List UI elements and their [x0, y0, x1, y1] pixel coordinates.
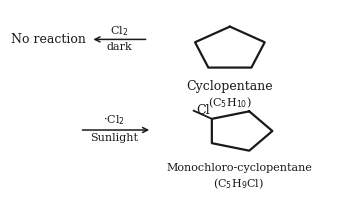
Text: (C$_5$H$_9$Cl): (C$_5$H$_9$Cl): [214, 176, 264, 190]
Text: Cl$_2$: Cl$_2$: [110, 25, 129, 38]
Text: Cl: Cl: [197, 104, 210, 117]
Text: Monochloro-cyclopentane: Monochloro-cyclopentane: [166, 164, 312, 173]
Text: No reaction: No reaction: [11, 33, 86, 46]
Text: dark: dark: [106, 42, 132, 52]
Text: Cyclopentane: Cyclopentane: [186, 80, 273, 93]
Text: (C$_5$H$_{10}$): (C$_5$H$_{10}$): [208, 95, 252, 110]
Text: Sunlight: Sunlight: [90, 133, 138, 143]
Text: ·Cl$_2$: ·Cl$_2$: [103, 113, 125, 127]
